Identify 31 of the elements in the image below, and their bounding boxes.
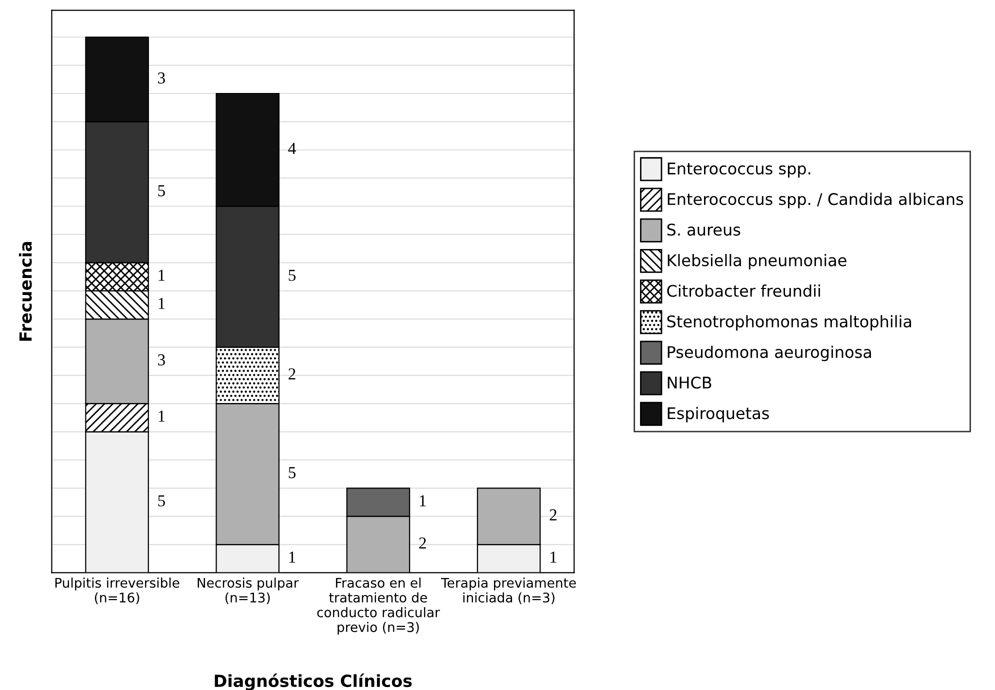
- y-axis-title: Frecuencia: [18, 242, 32, 341]
- legend-label: Klebsiella pneumoniae: [668, 254, 846, 270]
- data-label: 5: [158, 495, 165, 506]
- x-axis-title: Diagnósticos Clínicos: [214, 674, 412, 690]
- legend-label: Espiroquetas: [668, 406, 769, 422]
- data-label: 1: [420, 495, 426, 506]
- data-label: 2: [419, 537, 426, 549]
- legend-label: Citrobacter freundii: [667, 284, 820, 297]
- x-tick-label: Pulpitis irreversible (n=16): [55, 578, 180, 604]
- data-label: 1: [158, 410, 165, 422]
- data-label: 1: [289, 552, 296, 563]
- x-tick-label: Fracaso en el tratamiento de conducto radicular previo (n=3): [317, 578, 440, 635]
- x-tick-label: Necrosis pulpar (n=13): [198, 578, 299, 604]
- data-label: 4: [288, 142, 296, 154]
- data-label: 2: [288, 368, 296, 380]
- data-label: 5: [288, 467, 296, 478]
- data-label: 5: [288, 270, 296, 281]
- data-label: 2: [550, 509, 556, 520]
- data-label: 1: [550, 552, 556, 563]
- legend-label: Enterococcus spp.: [668, 162, 810, 178]
- legend-label: Enterococcus spp. / Candida albicans: [668, 192, 964, 208]
- x-tick-label: Terapia previamente iniciada (n=3): [440, 578, 576, 604]
- data-label: 1: [158, 298, 165, 309]
- legend-label: NHCB: [668, 376, 712, 389]
- legend-label: Pseudomona aeuroginosa: [668, 346, 871, 362]
- data-label: 1: [158, 270, 165, 281]
- data-label: 3: [158, 72, 165, 84]
- legend-label: S. aureus: [667, 224, 740, 236]
- data-label: 3: [158, 354, 165, 366]
- data-label: 5: [158, 185, 165, 196]
- legend-label: Stenotrophomonas maltophilia: [667, 315, 912, 331]
